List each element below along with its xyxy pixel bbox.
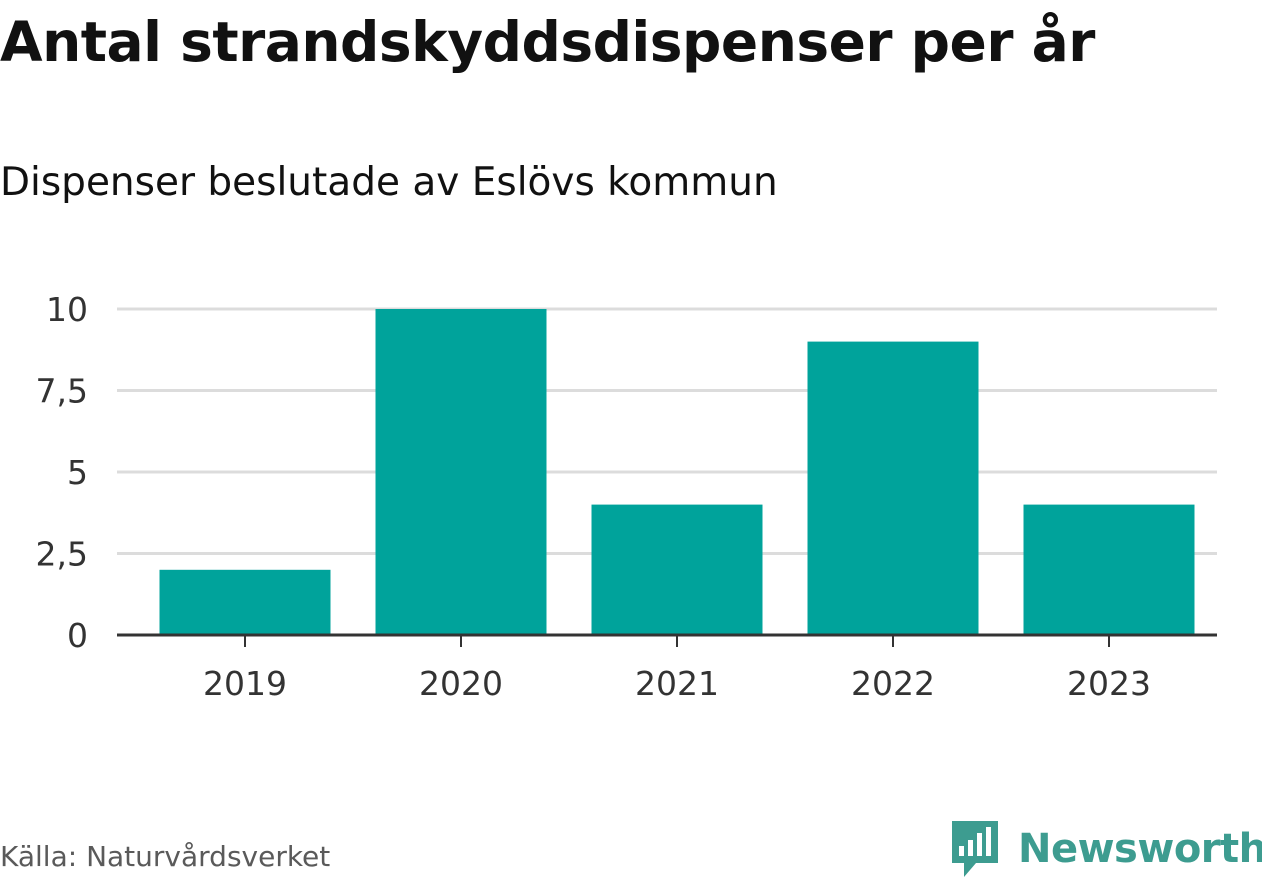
bar — [159, 569, 331, 635]
bar — [375, 309, 547, 635]
x-tick-label: 2020 — [419, 664, 503, 703]
y-tick-label: 2,5 — [36, 535, 88, 574]
x-tick-label: 2021 — [635, 664, 719, 703]
chart-subtitle: Dispenser beslutade av Eslövs kommun — [0, 160, 778, 205]
y-tick-label: 7,5 — [36, 372, 88, 411]
brand-logo: Newsworthy — [950, 818, 1262, 880]
bar — [807, 341, 979, 635]
y-tick-label: 5 — [67, 453, 88, 492]
x-tick-label: 2019 — [203, 664, 287, 703]
bar — [591, 504, 763, 635]
chart-title: Antal strandskyddsdispenser per år — [0, 10, 1095, 74]
newsworthy-logo-icon — [952, 821, 998, 877]
x-tick-label: 2022 — [851, 664, 935, 703]
x-tick-label: 2023 — [1067, 664, 1151, 703]
y-tick-label: 0 — [67, 616, 88, 655]
brand-name: Newsworthy — [1018, 826, 1262, 872]
bar — [1023, 504, 1195, 635]
y-tick-label: 10 — [46, 290, 88, 329]
source-note: Källa: Naturvårdsverket — [0, 840, 331, 873]
